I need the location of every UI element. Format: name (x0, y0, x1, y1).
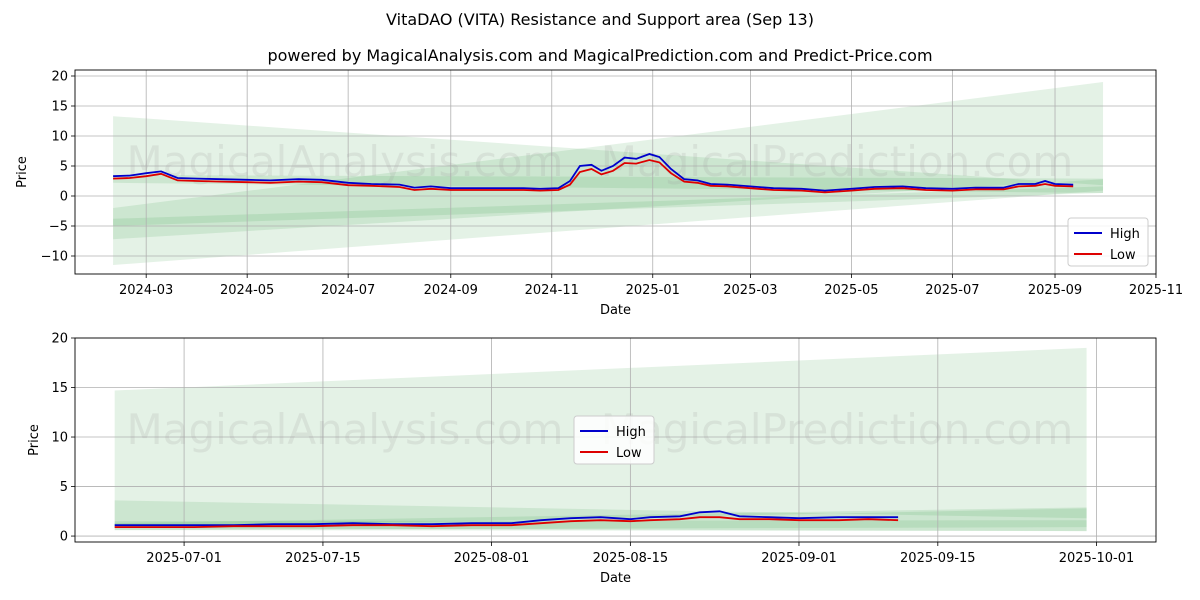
x-axis-label: Date (600, 303, 631, 318)
x-tick-label: 2025-07-15 (285, 551, 361, 566)
watermark-right: MagicalPrediction.com (601, 405, 1074, 454)
y-tick-label: 10 (51, 130, 68, 145)
legend: High Low (573, 415, 655, 465)
plot-frame (74, 337, 1157, 543)
y-tick-label: −5 (49, 220, 68, 235)
chart-title: VitaDAO (VITA) Resistance and Support ar… (386, 10, 814, 29)
x-tick-label: 2025-07-01 (146, 551, 222, 566)
x-tick-label: 2025-09 (1028, 283, 1082, 298)
band-2 (113, 116, 1104, 240)
legend-label-low: Low (616, 446, 642, 461)
y-tick-label: 20 (51, 332, 68, 347)
legend-box (573, 415, 655, 465)
x-tick-label: 2025-07 (925, 283, 979, 298)
y-tick-label: 0 (60, 530, 68, 545)
x-tick-label: 2025-01 (626, 283, 680, 298)
x-tick-label: 2024-05 (220, 283, 274, 298)
plot-frame (74, 69, 1157, 275)
legend: High Low (1067, 217, 1149, 267)
watermark-left: MagicalAnalysis.com (127, 137, 564, 186)
watermark-right: MagicalPrediction.com (601, 137, 1074, 186)
y-tick-label: 20 (51, 70, 68, 85)
watermark-left: MagicalAnalysis.com (127, 405, 564, 454)
chart-panel-2: 2025-07-01 2025-07-15 2025-08-01 2025-08-15… (27, 332, 1157, 586)
x-tick-label: 2025-08-15 (593, 551, 669, 566)
chart-subtitle: powered by MagicalAnalysis.com and Magic… (267, 46, 933, 65)
y-axis-label: Price (15, 156, 30, 188)
x-tick-label: 2025-11 (1129, 283, 1183, 298)
band-1 (113, 82, 1104, 265)
x-tick-label: 2025-03 (723, 283, 777, 298)
y-tick-label: 5 (60, 160, 68, 175)
y-tick-label: 10 (51, 431, 68, 446)
x-tick-label: 2025-09-15 (900, 551, 976, 566)
y-tick-label: 0 (60, 190, 68, 205)
y-tick-label: −10 (41, 250, 68, 265)
x-axis-label: Date (600, 571, 631, 586)
y-tick-label: 5 (60, 480, 68, 495)
chart-panel-1: 2024-03 2024-05 2024-07 2024-09 2024-11 2025-… (15, 70, 1183, 319)
legend-label-low: Low (1110, 248, 1136, 263)
legend-label-high: High (616, 425, 646, 440)
legend-label-high: High (1110, 227, 1140, 242)
y-tick-label: 15 (51, 381, 68, 396)
x-tick-label: 2024-03 (119, 283, 173, 298)
series-line-low (114, 516, 899, 528)
series-line-low (113, 159, 1074, 194)
legend-box (1067, 217, 1149, 267)
x-tick-label: 2024-11 (525, 283, 579, 298)
x-tick-label: 2025-08-01 (454, 551, 530, 566)
x-tick-label: 2025-10-01 (1059, 551, 1135, 566)
price-series (113, 153, 1074, 194)
band-2 (114, 500, 1087, 529)
series-line-high (114, 510, 899, 527)
y-axis-label: Price (27, 424, 42, 456)
x-tick-label: 2024-09 (424, 283, 478, 298)
x-tick-label: 2025-09-01 (761, 551, 837, 566)
x-tick-label: 2024-07 (321, 283, 375, 298)
x-tick-label: 2025-05 (824, 283, 878, 298)
series-line-high (113, 153, 1074, 192)
y-tick-label: 15 (51, 100, 68, 115)
price-series (114, 510, 899, 528)
